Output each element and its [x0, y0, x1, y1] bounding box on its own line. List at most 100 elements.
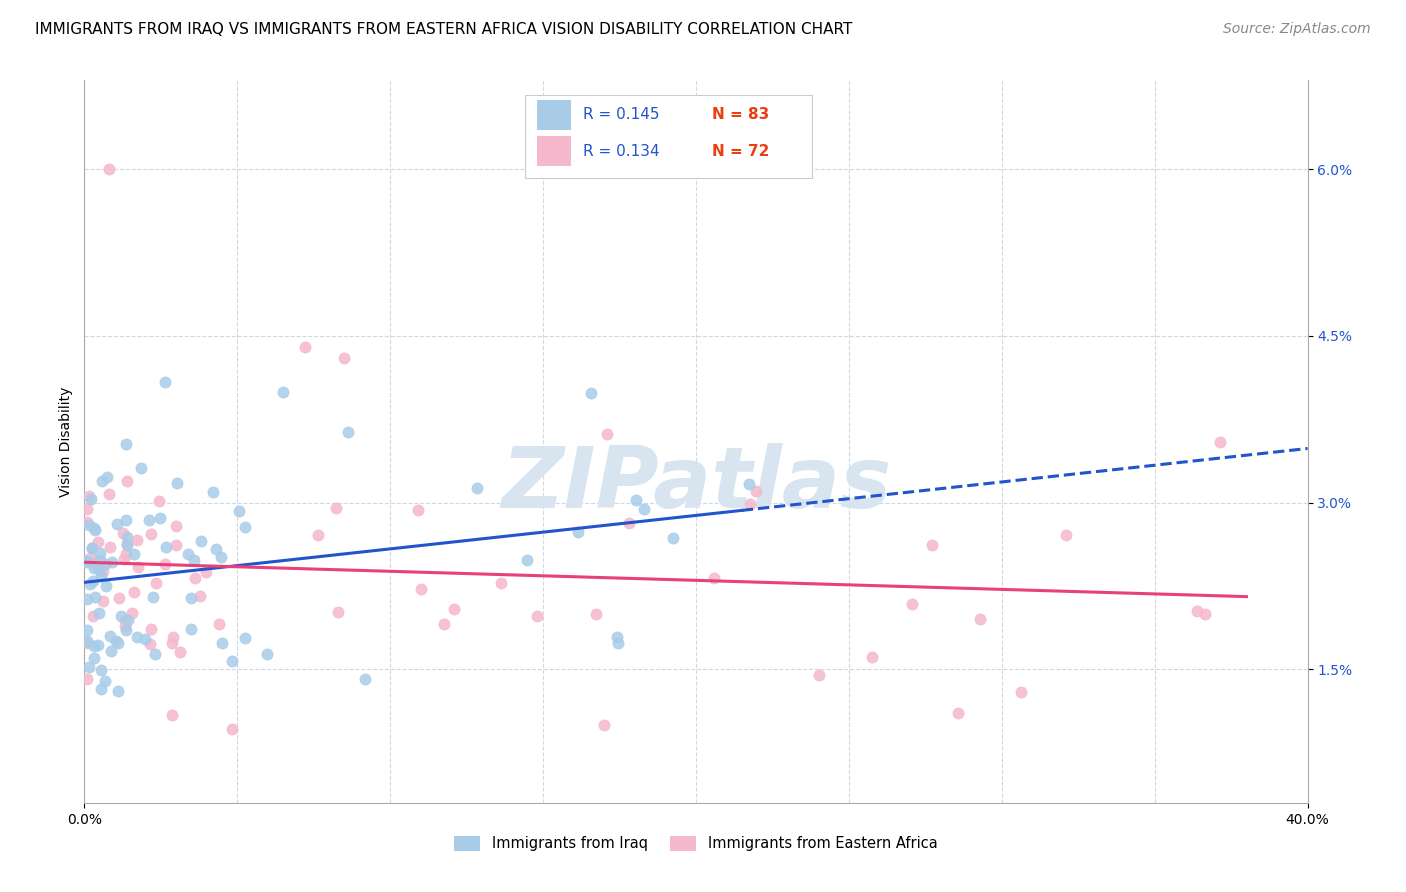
Point: [165, 519, 187, 533]
Point: [79, 551, 101, 566]
Point: [581, 386, 603, 401]
Point: [127, 630, 149, 644]
Point: [149, 511, 172, 525]
Point: [93, 557, 115, 571]
Point: [169, 645, 191, 659]
Point: [139, 637, 162, 651]
Point: [433, 616, 456, 631]
Point: [139, 622, 162, 636]
Point: [221, 723, 243, 737]
Point: [1209, 434, 1232, 449]
Text: N = 72: N = 72: [711, 144, 769, 159]
Point: [115, 513, 138, 527]
Point: [145, 576, 167, 591]
Point: [76, 555, 98, 569]
Point: [115, 538, 138, 552]
Point: [190, 533, 212, 548]
Point: [807, 667, 830, 681]
Point: [921, 538, 943, 552]
Point: [115, 547, 138, 561]
Point: [107, 516, 129, 531]
Point: [633, 502, 655, 516]
Point: [188, 589, 211, 603]
Point: [166, 475, 188, 490]
Point: [82, 541, 104, 555]
Point: [138, 513, 160, 527]
Point: [516, 552, 538, 566]
Point: [202, 485, 225, 500]
Point: [82, 609, 104, 624]
Point: [617, 516, 640, 530]
Point: [90, 682, 112, 697]
Point: [353, 672, 375, 686]
Point: [82, 574, 104, 588]
Point: [325, 501, 347, 516]
Legend: Immigrants from Iraq, Immigrants from Eastern Africa: Immigrants from Iraq, Immigrants from Ea…: [449, 830, 943, 857]
Point: [443, 602, 465, 616]
Point: [205, 542, 228, 557]
Text: ZIPatlas: ZIPatlas: [501, 443, 891, 526]
Point: [89, 553, 111, 567]
Point: [176, 547, 198, 561]
Point: [1054, 528, 1077, 542]
Point: [89, 606, 111, 620]
Point: [489, 576, 512, 591]
Point: [87, 562, 110, 576]
Point: [83, 640, 105, 654]
Point: [97, 162, 120, 177]
Point: [703, 571, 725, 585]
Point: [114, 619, 136, 633]
Point: [593, 718, 616, 732]
Point: [596, 427, 619, 442]
Point: [1194, 607, 1216, 621]
Point: [76, 633, 98, 648]
Point: [110, 608, 132, 623]
Point: [83, 591, 105, 605]
Point: [194, 565, 217, 579]
Point: [115, 624, 138, 638]
Point: [585, 607, 607, 621]
Point: [94, 673, 117, 688]
Point: [87, 638, 110, 652]
Point: [256, 647, 278, 661]
Point: [406, 503, 429, 517]
Point: [107, 683, 129, 698]
Point: [79, 577, 101, 591]
Point: [662, 531, 685, 545]
Point: [155, 541, 177, 555]
Point: [76, 592, 98, 607]
Point: [307, 527, 329, 541]
Point: [101, 555, 124, 569]
Text: R = 0.145: R = 0.145: [583, 107, 659, 122]
Point: [860, 649, 883, 664]
Point: [76, 516, 98, 530]
Point: [98, 540, 121, 554]
Point: [90, 569, 112, 583]
Point: [160, 635, 183, 649]
Point: [165, 538, 187, 552]
Point: [155, 376, 177, 390]
Point: [83, 561, 105, 575]
Y-axis label: Vision Disability: Vision Disability: [59, 386, 73, 497]
Point: [76, 673, 98, 687]
Point: [122, 584, 145, 599]
Point: [129, 460, 152, 475]
Point: [336, 425, 359, 439]
Point: [155, 557, 177, 571]
Point: [209, 550, 232, 565]
Point: [96, 469, 118, 483]
Text: R = 0.134: R = 0.134: [583, 144, 659, 159]
Point: [162, 707, 184, 722]
Point: [82, 541, 104, 555]
Bar: [537, 100, 571, 130]
Point: [114, 437, 136, 451]
Point: [97, 487, 120, 501]
Point: [80, 491, 103, 506]
Point: [139, 527, 162, 541]
Point: [77, 660, 100, 674]
Point: [900, 597, 922, 611]
Point: [228, 504, 250, 518]
Point: [143, 647, 166, 661]
Point: [76, 636, 98, 650]
Point: [526, 609, 548, 624]
